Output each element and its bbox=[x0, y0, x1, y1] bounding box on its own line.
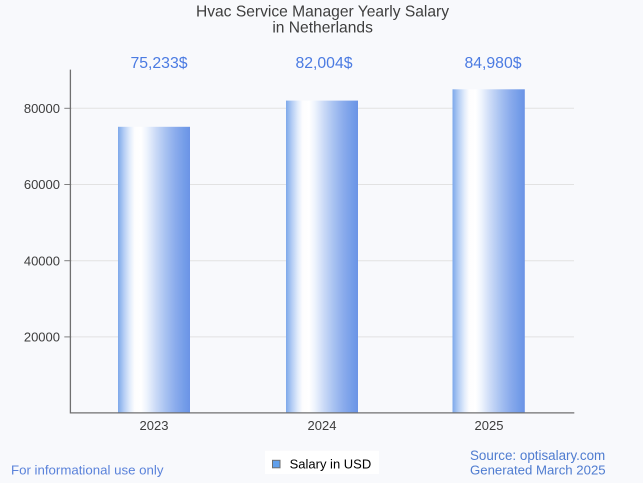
svg-text:Hvac Service Manager Yearly Sa: Hvac Service Manager Yearly Salary bbox=[196, 4, 449, 21]
svg-text:82,004$: 82,004$ bbox=[295, 55, 352, 72]
svg-text:60000: 60000 bbox=[24, 177, 60, 192]
svg-text:Source: optisalary.com: Source: optisalary.com bbox=[470, 448, 605, 463]
svg-text:2023: 2023 bbox=[140, 418, 169, 433]
svg-text:84,980$: 84,980$ bbox=[464, 55, 521, 72]
svg-text:75,233$: 75,233$ bbox=[130, 55, 187, 72]
svg-text:For informational use only: For informational use only bbox=[11, 462, 164, 477]
svg-text:20000: 20000 bbox=[24, 330, 60, 345]
svg-text:in Netherlands: in Netherlands bbox=[272, 19, 373, 36]
svg-text:40000: 40000 bbox=[24, 253, 60, 268]
svg-text:2024: 2024 bbox=[308, 418, 337, 433]
svg-text:2025: 2025 bbox=[475, 418, 504, 433]
svg-text:Generated March 2025: Generated March 2025 bbox=[470, 462, 606, 477]
svg-text:Salary in USD: Salary in USD bbox=[290, 456, 372, 471]
svg-text:80000: 80000 bbox=[24, 101, 60, 116]
